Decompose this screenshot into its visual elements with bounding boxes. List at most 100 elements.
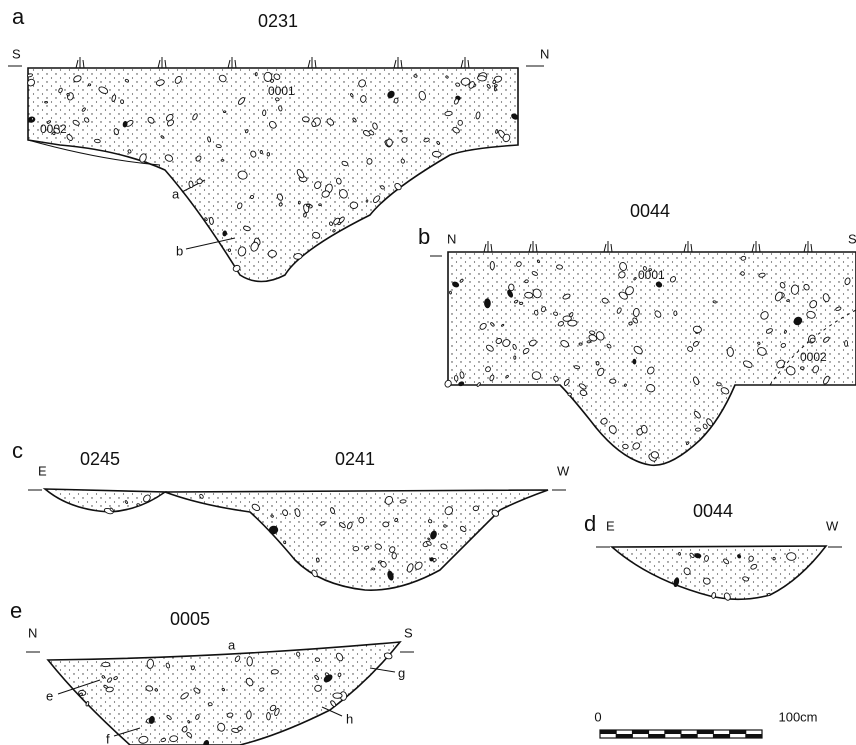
scale-label: 0 bbox=[594, 709, 601, 724]
section-outline bbox=[448, 252, 856, 465]
stone bbox=[31, 117, 34, 120]
stone bbox=[221, 159, 224, 161]
stone bbox=[534, 310, 538, 315]
stone bbox=[643, 266, 647, 270]
note-label: b bbox=[176, 243, 183, 258]
scale-segment bbox=[616, 734, 632, 738]
grass bbox=[804, 241, 812, 252]
stone bbox=[306, 204, 310, 206]
feature-number: 0231 bbox=[258, 11, 298, 31]
scale-segment bbox=[632, 730, 648, 734]
note-label: g bbox=[398, 665, 405, 680]
stone bbox=[189, 181, 194, 188]
section-outline bbox=[165, 490, 548, 590]
orientation: N bbox=[540, 46, 549, 61]
stone bbox=[366, 200, 368, 203]
scale-bar: 0 100cm bbox=[594, 709, 817, 738]
stone bbox=[302, 117, 309, 122]
stone bbox=[358, 517, 364, 523]
stone bbox=[169, 735, 178, 742]
panel-letter: d bbox=[584, 511, 596, 536]
stone bbox=[519, 302, 523, 305]
stone bbox=[264, 72, 272, 81]
stone bbox=[338, 673, 342, 677]
stone bbox=[622, 444, 628, 449]
stone bbox=[610, 379, 616, 383]
scale-segment bbox=[600, 730, 616, 734]
stone bbox=[845, 341, 848, 347]
section-drawings: a 0231 S N 0001 0002 a b b 0044 N S 0001… bbox=[0, 0, 856, 745]
panel-e: e 0005 N S a e f g h bbox=[10, 598, 414, 745]
feature-number: 0245 bbox=[80, 449, 120, 469]
stone bbox=[649, 269, 652, 271]
orientation: E bbox=[38, 463, 47, 478]
stone bbox=[137, 503, 141, 506]
scale-segment bbox=[746, 734, 762, 738]
stone bbox=[383, 522, 389, 527]
stone bbox=[624, 384, 627, 387]
stone bbox=[187, 720, 189, 723]
panel-letter: e bbox=[10, 598, 22, 623]
grass bbox=[529, 241, 537, 252]
stone bbox=[333, 693, 342, 699]
grass bbox=[308, 57, 316, 68]
stone bbox=[633, 308, 640, 317]
feature-number: 0241 bbox=[335, 449, 375, 469]
stone bbox=[268, 250, 277, 257]
stone bbox=[353, 546, 359, 551]
stone bbox=[587, 341, 591, 343]
panel-letter: b bbox=[418, 224, 430, 249]
grass bbox=[76, 57, 84, 68]
stone bbox=[786, 299, 789, 302]
grass bbox=[228, 57, 236, 68]
stone bbox=[695, 428, 700, 431]
stone bbox=[810, 338, 816, 343]
scale-segments bbox=[600, 730, 762, 738]
feature-number: 0044 bbox=[630, 201, 670, 221]
orientation: S bbox=[404, 625, 413, 640]
stone bbox=[432, 151, 441, 157]
orientation: S bbox=[12, 46, 21, 61]
stone bbox=[267, 712, 271, 719]
layer-label: 0001 bbox=[268, 84, 295, 98]
stone bbox=[484, 299, 490, 308]
stone bbox=[556, 265, 562, 270]
stone bbox=[443, 524, 446, 527]
stone bbox=[490, 261, 494, 269]
note-label: h bbox=[346, 711, 353, 726]
stone bbox=[400, 130, 402, 131]
stone bbox=[713, 300, 717, 303]
stone bbox=[477, 75, 486, 81]
stone bbox=[45, 101, 48, 103]
grass bbox=[394, 57, 402, 68]
stone bbox=[88, 84, 91, 86]
stone bbox=[284, 541, 286, 544]
grass bbox=[484, 241, 492, 252]
stone bbox=[392, 553, 397, 559]
stone bbox=[400, 499, 406, 503]
stone bbox=[315, 658, 320, 662]
section-outline bbox=[28, 68, 518, 282]
stone bbox=[596, 361, 599, 365]
stone bbox=[223, 111, 226, 113]
orientation: N bbox=[447, 231, 456, 246]
stone bbox=[458, 120, 463, 125]
stone bbox=[296, 652, 300, 657]
stone bbox=[633, 359, 636, 364]
stone bbox=[367, 158, 373, 164]
orientation: W bbox=[557, 463, 570, 478]
panel-c: c 0245 0241 E W bbox=[12, 438, 570, 590]
stone bbox=[102, 662, 110, 667]
stone bbox=[350, 202, 358, 209]
stone bbox=[246, 711, 251, 719]
panel-d: d 0044 E W bbox=[584, 501, 842, 601]
stone bbox=[298, 201, 300, 204]
orientation: S bbox=[848, 231, 856, 246]
scale-segment bbox=[713, 734, 729, 738]
stone bbox=[414, 74, 418, 77]
stone bbox=[563, 316, 572, 322]
stone bbox=[94, 139, 100, 143]
scale-label: 100cm bbox=[778, 709, 817, 724]
stone bbox=[260, 150, 263, 153]
stone bbox=[250, 195, 254, 199]
